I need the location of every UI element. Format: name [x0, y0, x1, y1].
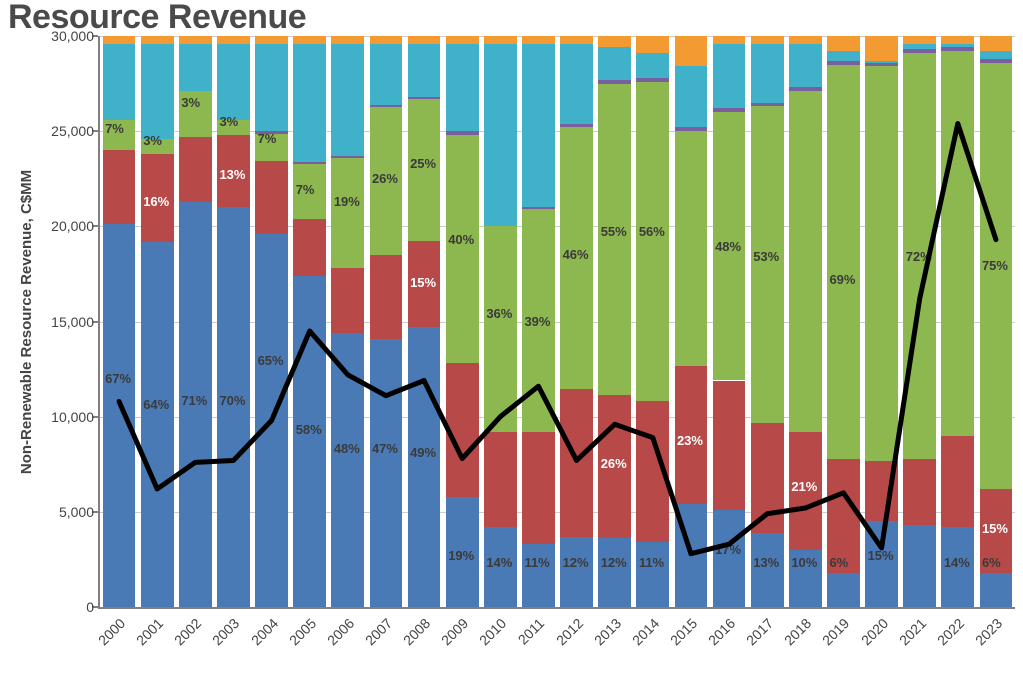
- xtick-label: 2005: [308, 615, 319, 626]
- xtick-label: 2006: [346, 615, 357, 626]
- ytick-label: 0: [86, 599, 100, 615]
- xtick-label: 2007: [384, 615, 395, 626]
- ytick-label: 30,000: [51, 28, 100, 44]
- xtick-label: 2001: [155, 615, 166, 626]
- xtick-label: 2018: [803, 615, 814, 626]
- xtick-label: 2016: [727, 615, 738, 626]
- ytick-label: 15,000: [51, 314, 100, 330]
- trend-line: [119, 124, 996, 554]
- xtick-label: 2017: [765, 615, 776, 626]
- xtick-label: 2000: [117, 615, 128, 626]
- xtick-label: 2009: [460, 615, 471, 626]
- yaxis-title: Non-Renewable Resource Revenue, C$MM: [18, 169, 35, 473]
- xtick-label: 2019: [841, 615, 852, 626]
- xtick-label: 2002: [193, 615, 204, 626]
- xtick-label: 2010: [498, 615, 509, 626]
- xtick-label: 2021: [918, 615, 929, 626]
- plot-area: 05,00010,00015,00020,00025,00030,0002000…: [98, 36, 1015, 609]
- xtick-label: 2013: [613, 615, 624, 626]
- xtick-label: 2023: [994, 615, 1005, 626]
- xtick-label: 2015: [689, 615, 700, 626]
- xtick-label: 2004: [270, 615, 281, 626]
- xtick-label: 2011: [536, 615, 547, 626]
- xtick-label: 2003: [231, 615, 242, 626]
- xtick-label: 2014: [651, 615, 662, 626]
- ytick-label: 20,000: [51, 218, 100, 234]
- ytick-label: 25,000: [51, 123, 100, 139]
- ytick-label: 5,000: [59, 504, 100, 520]
- ytick-label: 10,000: [51, 409, 100, 425]
- xtick-label: 2020: [880, 615, 891, 626]
- xtick-label: 2022: [956, 615, 967, 626]
- xtick-label: 2008: [422, 615, 433, 626]
- chart-root: Resource Revenue Non-Renewable Resource …: [0, 0, 1023, 675]
- xtick-label: 2012: [575, 615, 586, 626]
- line-overlay: [100, 36, 1015, 607]
